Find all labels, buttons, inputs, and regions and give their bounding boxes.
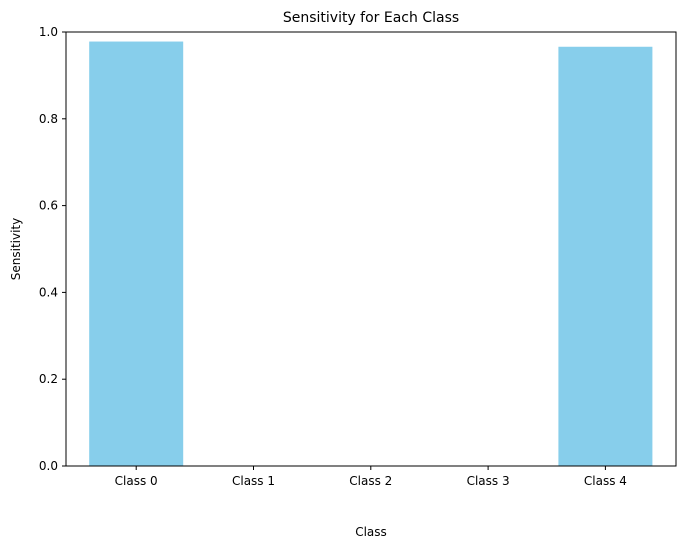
x-axis-label: Class — [355, 525, 387, 539]
plot-frame — [65, 31, 677, 467]
y-tick-label: 0.4 — [39, 285, 58, 299]
x-axis-ticks: Class 0 Class 1 Class 2 Class 3 Class 4 — [115, 466, 627, 488]
x-tick-label: Class 3 — [467, 474, 510, 488]
y-tick-label: 1.0 — [39, 25, 58, 39]
y-tick-label: 0.0 — [39, 459, 58, 473]
y-tick-label: 0.8 — [39, 112, 58, 126]
bar-class-0 — [89, 41, 184, 467]
y-tick-label: 0.6 — [39, 199, 58, 213]
x-tick-label: Class 0 — [115, 474, 158, 488]
y-axis-ticks: 0.0 0.2 0.4 0.6 0.8 1.0 — [39, 25, 66, 473]
x-tick-label: Class 2 — [349, 474, 392, 488]
x-tick-label: Class 1 — [232, 474, 275, 488]
x-tick-label: Class 4 — [584, 474, 627, 488]
bars-group — [89, 41, 653, 467]
y-tick-label: 0.2 — [39, 372, 58, 386]
chart-title: Sensitivity for Each Class — [283, 10, 459, 26]
bar-class-4 — [558, 46, 653, 466]
y-axis-label: Sensitivity — [9, 218, 23, 280]
